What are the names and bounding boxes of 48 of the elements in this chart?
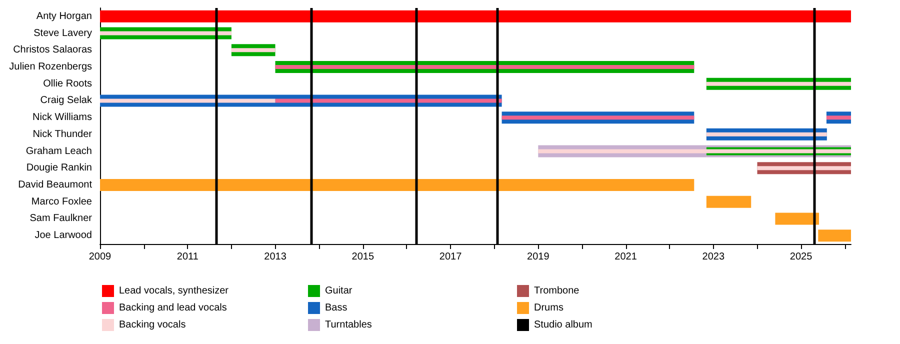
y-tick-label: Dougie Rankin — [26, 162, 92, 174]
legend-label: Guitar — [325, 286, 353, 296]
legend-label: Lead vocals, synthesizer — [119, 286, 230, 296]
bar — [775, 212, 820, 225]
bar — [757, 166, 851, 170]
x-tick-label: 2021 — [614, 252, 638, 262]
y-tick-label: Marco Foxlee — [31, 196, 92, 208]
x-tick-label: 2015 — [352, 252, 374, 262]
bar — [826, 116, 851, 120]
bar — [100, 179, 694, 191]
legend-label: Backing and lead vocals — [119, 302, 227, 314]
x-tick-label: 2011 — [176, 252, 199, 262]
bar — [502, 116, 694, 120]
y-tick-label: Graham Leach — [26, 146, 92, 157]
y-tick-label: Julien Rozenbergs — [9, 62, 92, 72]
bar — [706, 132, 827, 136]
legend-label: Turntables — [325, 320, 372, 330]
bar — [231, 48, 276, 52]
bar — [100, 31, 232, 36]
x-tick-label: 2013 — [264, 252, 287, 262]
y-tick-label: Sam Faulkner — [30, 213, 93, 224]
y-tick-label: Ollie Roots — [43, 78, 92, 90]
x-tick-label: 2009 — [88, 252, 112, 262]
y-tick-label: Nick Thunder — [32, 128, 93, 140]
legend-label: Studio album — [534, 320, 592, 330]
x-tick-label: 2023 — [702, 252, 725, 262]
bar — [706, 196, 752, 208]
y-tick-label: Joe Larwood — [34, 230, 92, 242]
bar — [538, 149, 851, 154]
y-tick-label: Nick Williams — [32, 112, 92, 124]
x-tick-label: 2019 — [527, 252, 550, 262]
y-tick-label: Christos Salaoras — [13, 44, 92, 56]
bar — [706, 82, 851, 86]
bar — [100, 98, 276, 103]
y-tick-label: Craig Selak — [40, 95, 93, 106]
x-tick-label: 2025 — [790, 252, 813, 262]
y-tick-label: Steve Lavery — [34, 28, 92, 39]
bar — [275, 65, 694, 69]
y-tick-label: David Beaumont — [18, 180, 92, 190]
legend-label: Trombone — [534, 286, 580, 296]
legend-label: Bass — [325, 302, 348, 314]
legend-label: Backing vocals — [119, 320, 186, 330]
y-tick-label: Anty Horgan — [36, 10, 92, 22]
bar — [100, 10, 851, 22]
x-tick-label: 2017 — [439, 252, 462, 262]
bar — [818, 230, 851, 242]
legend-label: Drums — [534, 302, 564, 314]
bar — [275, 98, 502, 103]
